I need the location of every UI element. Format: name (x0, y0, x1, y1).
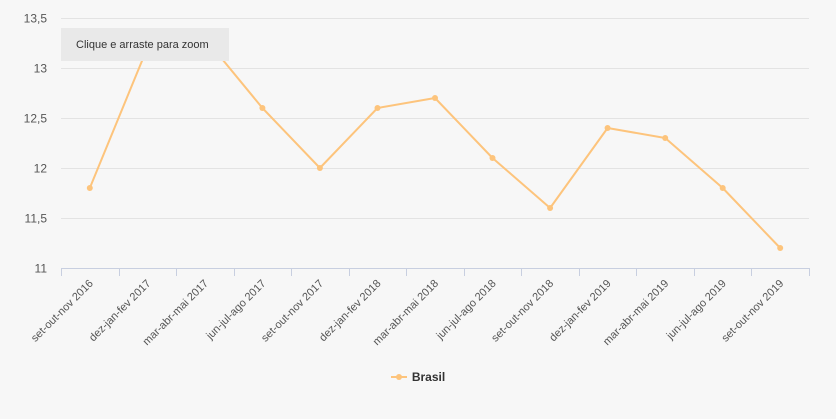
y-tick-label: 11,5 (25, 212, 48, 226)
x-tick-label: dez-jan-fev 2018 (317, 278, 383, 344)
y-tick-label: 12 (34, 162, 48, 176)
x-tick-label: set-out-nov 2016 (29, 278, 96, 345)
x-tick-label: jun-jul-ago 2018 (434, 278, 499, 343)
data-point[interactable] (316, 165, 323, 171)
x-tick-label: set-out-nov 2019 (719, 278, 786, 345)
x-tick-label: set-out-nov 2018 (489, 278, 556, 345)
legend: Brasil (0, 370, 836, 384)
data-point[interactable] (547, 205, 554, 211)
x-tick-label: jun-jul-ago 2017 (204, 278, 269, 343)
data-point[interactable] (777, 245, 784, 251)
x-tick-label: dez-jan-fev 2017 (87, 278, 153, 344)
y-tick-label: 12,5 (24, 112, 48, 126)
x-tick-label: set-out-nov 2017 (259, 278, 326, 345)
zoom-hint-tooltip: Clique e arraste para zoom (61, 28, 229, 61)
data-point[interactable] (489, 155, 496, 161)
legend-line-marker-icon (390, 372, 407, 382)
x-tick-label: jun-jul-ago 2019 (664, 278, 729, 343)
data-point[interactable] (604, 125, 611, 131)
data-point[interactable] (259, 105, 266, 111)
x-tick-label: dez-jan-fev 2019 (547, 278, 613, 344)
data-point[interactable] (432, 95, 438, 101)
y-axis: 11 11,5 12 12,5 13 13,5 (24, 12, 48, 276)
gridlines (61, 18, 809, 219)
data-point[interactable] (662, 135, 669, 141)
zoom-hint-text: Clique e arraste para zoom (76, 38, 209, 51)
legend-label: Brasil (411, 370, 446, 384)
y-tick-label: 11 (35, 262, 48, 276)
y-tick-label: 13 (34, 62, 48, 76)
data-point[interactable] (719, 185, 726, 191)
data-point[interactable] (374, 105, 381, 111)
data-point[interactable] (86, 185, 93, 191)
legend-item-brasil[interactable]: Brasil (390, 370, 446, 384)
y-tick-label: 13,5 (24, 12, 48, 26)
series-line[interactable] (88, 37, 781, 249)
